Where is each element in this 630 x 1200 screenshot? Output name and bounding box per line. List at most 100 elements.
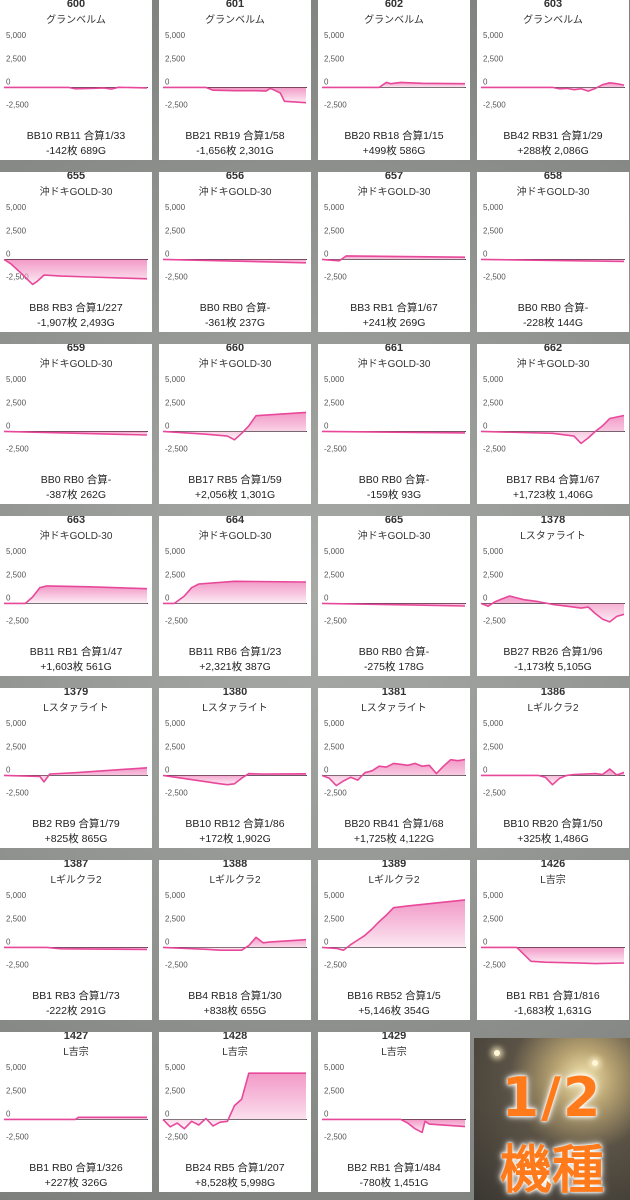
- y-tick-label: 0: [165, 593, 170, 602]
- y-tick-label: 2,500: [165, 742, 186, 751]
- machine-model: Lギルクラ2: [50, 875, 102, 886]
- machine-chart-card[interactable]: 656 沖ドキGOLD-30 5,000 2,500 0 -2,500 BB0 RB0 合算…: [159, 172, 311, 332]
- y-tick-label: 5,000: [165, 31, 186, 40]
- y-tick-label: -2,500: [483, 789, 506, 798]
- machine-chart-card[interactable]: 662 沖ドキGOLD-30 5,000 2,500 0 -2,500 BB17 RB4 合…: [477, 344, 629, 504]
- y-tick-label: 0: [165, 77, 170, 86]
- machine-chart-card[interactable]: 1427 L吉宗 5,000 2,500 0 -2,500 BB1 RB0 合算1/326 +…: [0, 1032, 152, 1192]
- y-tick-label: 2,500: [483, 226, 504, 235]
- y-tick-label: 2,500: [6, 570, 27, 579]
- machine-model: L吉宗: [540, 875, 566, 886]
- machine-chart-card[interactable]: 1429 L吉宗 5,000 2,500 0 -2,500 BB2 RB1 合算1/484 -…: [318, 1032, 470, 1192]
- y-tick-label: 2,500: [165, 570, 186, 579]
- bonus-summary: BB10 RB11 合算1/33: [26, 130, 126, 142]
- machine-chart-card[interactable]: 660 沖ドキGOLD-30 5,000 2,500 0 -2,500 BB17 RB5 合…: [159, 344, 311, 504]
- slump-area: [322, 1119, 465, 1133]
- slump-area: [4, 585, 147, 604]
- bonus-summary: BB1 RB1 合算1/816: [506, 990, 600, 1002]
- machine-model: Lギルクラ2: [527, 703, 579, 714]
- machine-chart-card[interactable]: 659 沖ドキGOLD-30 5,000 2,500 0 -2,500 BB0 RB0 合算…: [0, 344, 152, 504]
- y-tick-label: 5,000: [6, 719, 27, 728]
- machine-model: グランベルム: [46, 15, 106, 26]
- y-tick-label: 0: [6, 421, 11, 430]
- slump-line: [480, 258, 625, 263]
- bonus-summary: BB1 RB3 合算1/73: [32, 990, 120, 1002]
- machine-model: Lスタァライト: [361, 703, 427, 714]
- machine-chart-card[interactable]: 657 沖ドキGOLD-30 5,000 2,500 0 -2,500 BB3 RB1 合算…: [318, 172, 470, 332]
- y-tick-label: 5,000: [6, 1063, 27, 1072]
- bonus-summary: BB10 RB12 合算1/86: [185, 818, 285, 830]
- machine-chart-card[interactable]: 1386 Lギルクラ2 5,000 2,500 0 -2,500 BB10 RB20 合算1…: [477, 688, 629, 848]
- machine-chart-card[interactable]: 663 沖ドキGOLD-30 5,000 2,500 0 -2,500 BB11 RB1 合…: [0, 516, 152, 676]
- y-tick-label: -2,500: [6, 789, 29, 798]
- machine-chart-card[interactable]: 665 沖ドキGOLD-30 5,000 2,500 0 -2,500 BB0 RB0 合算…: [318, 516, 470, 676]
- machine-model: 沖ドキGOLD-30: [198, 187, 272, 198]
- slump-area: [481, 82, 624, 92]
- machine-chart-card[interactable]: 661 沖ドキGOLD-30 5,000 2,500 0 -2,500 BB0 RB0 合算…: [318, 344, 470, 504]
- machine-number: 601: [225, 0, 245, 10]
- machine-chart-card[interactable]: 1379 Lスタァライト 5,000 2,500 0 -2,500 BB2 RB9 合算1/…: [0, 688, 152, 848]
- machine-chart-card[interactable]: 658 沖ドキGOLD-30 5,000 2,500 0 -2,500 BB0 RB0 合算…: [477, 172, 629, 332]
- y-tick-label: 0: [324, 77, 329, 86]
- y-tick-label: 0: [324, 421, 329, 430]
- machine-chart-card[interactable]: 1380 Lスタァライト 5,000 2,500 0 -2,500 BB10 RB12 合算…: [159, 688, 311, 848]
- bonus-summary: BB17 RB5 合算1/59: [188, 474, 282, 486]
- y-tick-label: 5,000: [165, 203, 186, 212]
- machine-number: 1387: [63, 860, 89, 870]
- result-summary: -780枚 1,451G: [359, 1177, 429, 1189]
- machine-model: 沖ドキGOLD-30: [516, 187, 590, 198]
- y-tick-label: 2,500: [6, 742, 27, 751]
- slump-graph: 5,000 2,500 0 -2,500: [3, 203, 148, 286]
- result-summary: -142枚 689G: [45, 145, 107, 157]
- machine-chart-card[interactable]: 655 沖ドキGOLD-30 5,000 2,500 0 -2,500 BB8 RB3 合算…: [0, 172, 152, 332]
- machine-chart-card[interactable]: 1388 Lギルクラ2 5,000 2,500 0 -2,500 BB4 RB18 合算1/…: [159, 860, 311, 1020]
- slump-graph: 5,000 2,500 0 -2,500: [481, 31, 625, 110]
- machine-chart-card[interactable]: 1381 Lスタァライト 5,000 2,500 0 -2,500 BB20 RB41 合算…: [318, 688, 470, 848]
- y-tick-label: 0: [6, 593, 11, 602]
- machine-number: 1426: [540, 860, 566, 870]
- result-summary: -361枚 237G: [204, 317, 266, 329]
- machine-model: L吉宗: [222, 1047, 248, 1058]
- machine-chart-card[interactable]: 603 グランベルム 5,000 2,500 0 -2,500 BB42 RB31 合算1/…: [477, 0, 629, 160]
- result-summary: -222枚 291G: [45, 1005, 107, 1017]
- result-summary: +325枚 1,486G: [517, 833, 589, 845]
- y-tick-label: 5,000: [483, 375, 504, 384]
- machine-chart-card[interactable]: 602 グランベルム 5,000 2,500 0 -2,500 BB20 RB18 合算1/…: [318, 0, 470, 160]
- slump-area: [481, 415, 624, 444]
- machine-chart-card[interactable]: 601 グランベルム 5,000 2,500 0 -2,500 BB21 RB19 合算1/…: [159, 0, 311, 160]
- y-tick-label: -2,500: [165, 1133, 188, 1142]
- slump-area: [322, 603, 465, 606]
- machine-model: L吉宗: [63, 1047, 89, 1058]
- y-tick-label: 0: [165, 421, 170, 430]
- y-tick-label: 0: [165, 1109, 170, 1118]
- machine-chart-card[interactable]: 1389 Lギルクラ2 5,000 2,500 0 -2,500 BB16 RB52 合算1…: [318, 860, 470, 1020]
- machine-chart-card[interactable]: 1387 Lギルクラ2 5,000 2,500 0 -2,500 BB1 RB3 合算1/7…: [0, 860, 152, 1020]
- machine-chart-card[interactable]: 1378 Lスタァライト 5,000 2,500 0 -2,500 BB27 RB26 合算…: [477, 516, 629, 676]
- y-tick-label: -2,500: [483, 101, 506, 110]
- machine-chart-card[interactable]: 1428 L吉宗 5,000 2,500 0 -2,500 BB24 RB5 合算1/207…: [159, 1032, 311, 1192]
- machine-model: 沖ドキGOLD-30: [39, 531, 113, 542]
- badge-label: 機種: [499, 1141, 604, 1200]
- bonus-summary: BB11 RB1 合算1/47: [29, 646, 123, 658]
- badge-panel: 1/2 機種: [474, 1038, 630, 1200]
- result-summary: -228枚 144G: [522, 317, 584, 329]
- machine-number: 600: [66, 0, 86, 10]
- y-tick-label: 2,500: [483, 54, 504, 63]
- result-summary: -275枚 178G: [363, 661, 425, 673]
- machine-model: 沖ドキGOLD-30: [198, 531, 272, 542]
- slump-graph: 5,000 2,500 0 -2,500: [321, 547, 466, 626]
- machine-chart-card[interactable]: 600 グランベルム 5,000 2,500 0 -2,500 BB10 RB11 合算1/…: [0, 0, 152, 160]
- machine-chart-card[interactable]: 1426 L吉宗 5,000 2,500 0 -2,500 BB1 RB1 合算1/816 -…: [477, 860, 629, 1020]
- machine-chart-card[interactable]: 664 沖ドキGOLD-30 5,000 2,500 0 -2,500 BB11 RB6 合…: [159, 516, 311, 676]
- slump-line: [162, 1072, 306, 1130]
- bonus-summary: BB0 RB0 合算-: [199, 302, 271, 314]
- machine-model: Lギルクラ2: [209, 875, 261, 886]
- y-tick-label: 0: [483, 937, 488, 946]
- bonus-summary: BB2 RB1 合算1/484: [347, 1162, 441, 1174]
- y-tick-label: 5,000: [165, 719, 186, 728]
- y-tick-label: -2,500: [6, 273, 29, 282]
- slump-line: [322, 1118, 466, 1134]
- machine-model: Lスタァライト: [202, 703, 268, 714]
- y-tick-label: 5,000: [165, 891, 186, 900]
- y-tick-label: 2,500: [324, 914, 345, 923]
